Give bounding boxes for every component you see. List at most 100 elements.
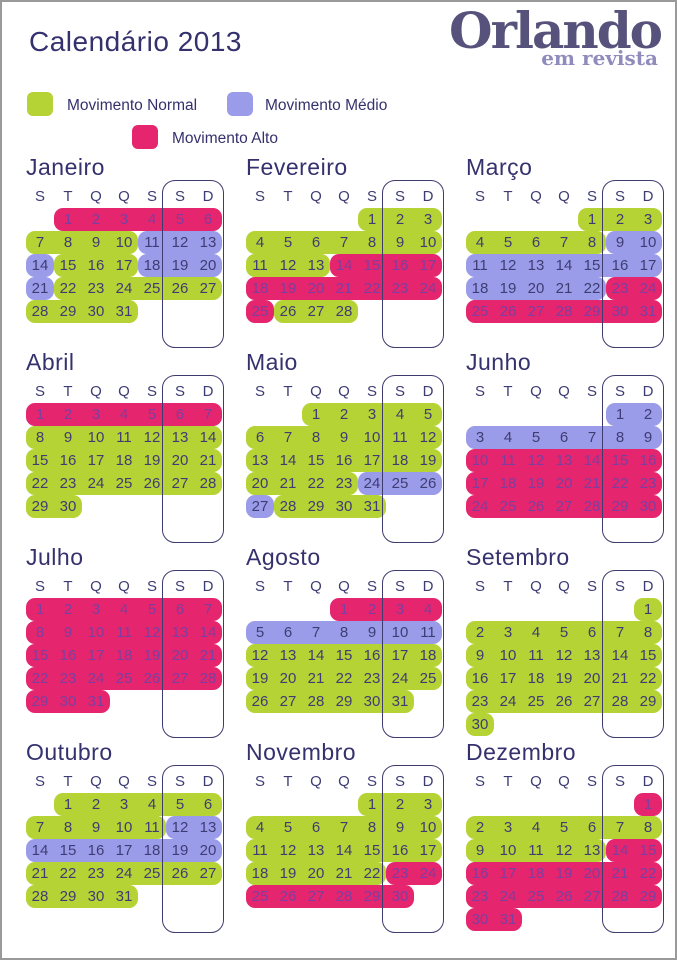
- day-cell: 5: [494, 231, 522, 254]
- day-cell: 26: [550, 885, 578, 908]
- empty-cell: [166, 908, 194, 931]
- empty-cell: [494, 208, 522, 231]
- day-cell: 24: [634, 277, 662, 300]
- empty-cell: [166, 885, 194, 908]
- day-cell: 30: [358, 690, 386, 713]
- empty-cell: [246, 908, 274, 931]
- empty-cell: [54, 518, 82, 541]
- day-cell: 29: [26, 495, 54, 518]
- day-cell: 19: [414, 449, 442, 472]
- day-cell: 26: [274, 300, 302, 323]
- day-cell: 23: [330, 472, 358, 495]
- empty-cell: [330, 518, 358, 541]
- weekday-label: S: [474, 577, 485, 595]
- logo-wordmark: Orlando: [449, 1, 663, 60]
- weekday-label: S: [474, 772, 485, 790]
- empty-cell: [550, 323, 578, 346]
- day-cell: 30: [82, 300, 110, 323]
- empty-cell: [302, 598, 330, 621]
- month-maio: Maio S T Q Q S S D 1 2 3 4 5 6 7 8 9 10 11 12 13 14 15 16 17 18 19…: [246, 349, 444, 543]
- day-cell: 1: [26, 598, 54, 621]
- day-cell: 19: [274, 277, 302, 300]
- weekday-label: Q: [310, 772, 322, 790]
- weekday-label: Q: [90, 187, 102, 205]
- weekday-label: Q: [558, 382, 570, 400]
- day-cell: 29: [26, 690, 54, 713]
- weekday-label: S: [614, 577, 625, 595]
- day-cell: 6: [302, 231, 330, 254]
- empty-cell: [606, 713, 634, 736]
- empty-cell: [466, 793, 494, 816]
- day-cell: 22: [54, 277, 82, 300]
- day-cell: 4: [246, 816, 274, 839]
- day-cell: 30: [386, 885, 414, 908]
- weekday-label: Q: [530, 577, 542, 595]
- month-title: Março: [466, 154, 533, 180]
- day-cell: 16: [358, 644, 386, 667]
- day-cell: 13: [578, 644, 606, 667]
- empty-cell: [110, 495, 138, 518]
- day-cell: 21: [26, 862, 54, 885]
- day-cell: 27: [550, 495, 578, 518]
- day-cell: 5: [550, 816, 578, 839]
- day-cell: 24: [414, 277, 442, 300]
- day-cell: 1: [302, 403, 330, 426]
- day-cell: 14: [606, 644, 634, 667]
- day-cell: 5: [550, 621, 578, 644]
- empty-cell: [166, 300, 194, 323]
- day-cell: 7: [274, 426, 302, 449]
- month-janeiro: Janeiro S T Q Q S S D 1 2 3 4 5 6 7 8 9 10 11 12 13 14 15 16 17 1…: [26, 154, 224, 348]
- weekday-label: S: [254, 187, 265, 205]
- day-cell: 18: [522, 667, 550, 690]
- empty-cell: [166, 323, 194, 346]
- day-cell: 18: [110, 644, 138, 667]
- weekday-label: T: [503, 382, 513, 400]
- empty-cell: [82, 908, 110, 931]
- empty-cell: [26, 208, 54, 231]
- day-cell: 15: [578, 254, 606, 277]
- day-cell: 22: [330, 667, 358, 690]
- day-cell: 10: [110, 231, 138, 254]
- empty-cell: [606, 908, 634, 931]
- magazine-logo: Orlando em revista: [449, 1, 663, 71]
- weekday-label: T: [503, 577, 513, 595]
- day-cell: 1: [358, 208, 386, 231]
- weekday-label: S: [586, 577, 597, 595]
- day-cell: 15: [358, 254, 386, 277]
- day-cell: 11: [246, 254, 274, 277]
- day-cell: 24: [110, 862, 138, 885]
- weekday-label: Q: [558, 187, 570, 205]
- weekday-label: D: [422, 772, 434, 790]
- day-cell: 13: [166, 426, 194, 449]
- weekday-label: S: [146, 382, 157, 400]
- day-cell: 30: [466, 713, 494, 736]
- empty-cell: [522, 713, 550, 736]
- day-cell: 2: [466, 816, 494, 839]
- day-cell: 30: [54, 495, 82, 518]
- day-cell: 28: [578, 495, 606, 518]
- day-cell: 4: [466, 231, 494, 254]
- day-cell: 3: [82, 403, 110, 426]
- day-cell: 29: [54, 885, 82, 908]
- empty-cell: [246, 518, 274, 541]
- empty-cell: [194, 518, 222, 541]
- day-cell: 4: [110, 403, 138, 426]
- day-cell: 24: [82, 472, 110, 495]
- day-cell: 30: [606, 300, 634, 323]
- weekday-label: S: [174, 772, 185, 790]
- day-cell: 24: [82, 667, 110, 690]
- day-cell: 28: [330, 300, 358, 323]
- day-cell: 28: [302, 690, 330, 713]
- day-cell: 16: [54, 449, 82, 472]
- empty-cell: [54, 323, 82, 346]
- day-cell: 19: [138, 644, 166, 667]
- day-cell: 9: [54, 426, 82, 449]
- weekday-label: S: [586, 382, 597, 400]
- day-cell: 14: [330, 254, 358, 277]
- month-marco: Março S T Q Q S S D 1 2 3 4 5 6 7 8 9 10 11 12 13 14 15 16 17 18 1…: [466, 154, 664, 348]
- day-cell: 8: [634, 621, 662, 644]
- weekday-label: S: [586, 772, 597, 790]
- empty-cell: [246, 598, 274, 621]
- empty-cell: [358, 908, 386, 931]
